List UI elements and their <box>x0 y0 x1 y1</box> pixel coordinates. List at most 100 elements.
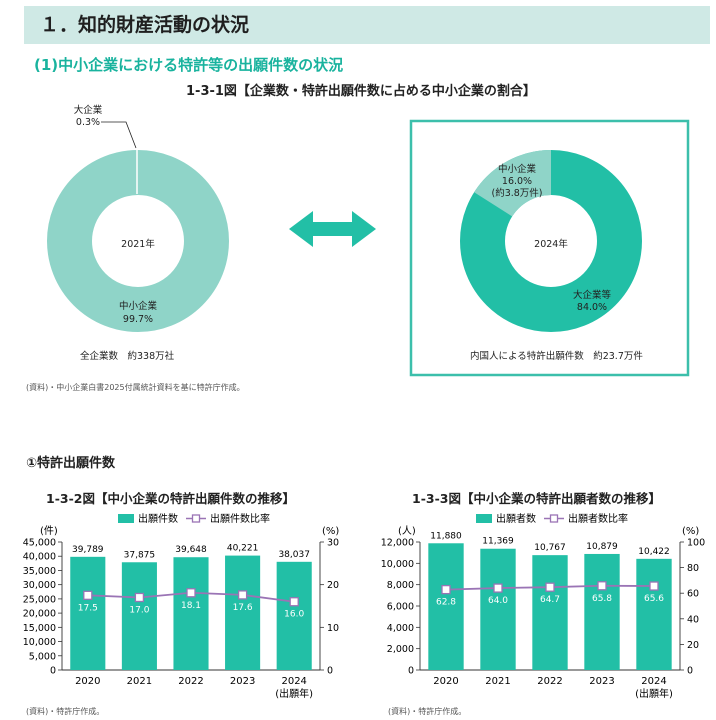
y-left-unit: (人) <box>398 525 416 537</box>
sme-label-2021-text: 中小企業 <box>118 301 157 312</box>
y-right-tick-label: 30 <box>327 538 339 549</box>
bar <box>173 557 209 670</box>
double-arrow-icon <box>289 211 376 247</box>
legend-label-bars: 出願者数 <box>496 512 536 525</box>
chart-patent-applications: 出願件数 出願件数比率 (件) (%) 0 5,000 10,000 15,000 20,000… <box>23 512 340 700</box>
y-left-tick-label: 12,000 <box>381 538 414 549</box>
bar <box>480 548 516 670</box>
x-tick-label: 2022 <box>537 676 562 687</box>
section-title: １．知的財産活動の状況 <box>40 14 250 36</box>
legend-swatch-bars <box>118 514 134 523</box>
sme-pct-2024: 16.0% <box>501 176 533 187</box>
x-tick-label: 2020 <box>75 676 100 687</box>
ratio-value-label: 65.8 <box>592 594 612 604</box>
bar-value-label: 11,369 <box>482 537 514 547</box>
bar <box>584 553 620 670</box>
ratio-marker <box>83 590 93 600</box>
y-left-tick-label: 0 <box>408 666 414 677</box>
x-tick-label: 2022 <box>178 676 203 687</box>
legend: 出願者数 出願者数比率 <box>476 512 628 525</box>
y-right-tick-label: 20 <box>687 640 699 651</box>
bar-value-label: 10,422 <box>638 547 670 557</box>
donut-2021-sme-slice <box>47 150 229 332</box>
sme-label-2021: 中小企業 99.7% <box>108 300 168 326</box>
y-left-tick-label: 40,000 <box>23 552 56 563</box>
y-right-tick-label: 20 <box>327 580 339 591</box>
bar <box>225 555 261 670</box>
sme-label-2024-text: 中小企業 <box>497 164 536 175</box>
donut-2021 <box>47 121 229 332</box>
bar-value-label: 40,221 <box>227 544 259 554</box>
sme-label-2024: 中小企業 16.0% (約3.8万件) <box>482 164 552 200</box>
large-pct: 0.3% <box>75 117 101 128</box>
large-pct-2024: 84.0% <box>576 302 608 313</box>
x-tick-label: 2021 <box>127 676 152 687</box>
bar-value-label: 39,789 <box>72 545 104 555</box>
chart2-title: 1-3-3図【中小企業の特許出願者数の推移】 <box>412 491 661 506</box>
chart2-source: (資料)・特許庁作成。 <box>388 707 467 716</box>
ratio-marker <box>493 583 503 593</box>
x-tick-label: 2021 <box>485 676 510 687</box>
bar-value-label: 37,875 <box>124 550 156 560</box>
bar <box>428 543 464 670</box>
bar <box>276 561 312 670</box>
ratio-value-label: 17.6 <box>233 603 253 613</box>
figure1-right-caption: 内国人による特許出願件数 約23.7万件 <box>470 351 643 362</box>
y-left-tick-label: 10,000 <box>381 559 414 570</box>
ratio-value-label: 64.7 <box>540 595 560 605</box>
y-left-tick-label: 6,000 <box>387 602 414 613</box>
ratio-marker <box>545 582 555 592</box>
sme-count-2024: (約3.8万件) <box>491 188 543 199</box>
bar <box>70 556 106 670</box>
donut-2024 <box>460 150 642 332</box>
legend-marker-line <box>549 514 559 523</box>
x-tick-label: 2024 <box>641 676 666 687</box>
donut-2021-center: 2021年 <box>121 239 155 250</box>
sme-pct-2021: 99.7% <box>122 314 154 325</box>
y-right-tick-label: 0 <box>327 666 333 677</box>
bar <box>121 562 157 670</box>
y-left-tick-label: 5,000 <box>29 651 56 662</box>
y-left-tick-label: 0 <box>50 666 56 677</box>
x-tick-label: 2020 <box>433 676 458 687</box>
y-left-unit: (件) <box>40 525 58 537</box>
legend-label-line: 出願者数比率 <box>568 512 628 525</box>
y-right-tick-label: 60 <box>687 589 699 600</box>
ratio-value-label: 16.0 <box>284 610 304 620</box>
y-left-tick-label: 45,000 <box>23 538 56 549</box>
chart1-title: 1-3-2図【中小企業の特許出願件数の推移】 <box>46 491 295 506</box>
bar <box>532 555 568 670</box>
figure1-left-caption: 全企業数 約338万社 <box>80 351 175 362</box>
y-right-tick-label: 0 <box>687 666 693 677</box>
bar-value-label: 39,648 <box>175 545 207 555</box>
bar-value-label: 10,767 <box>534 543 566 553</box>
ratio-value-label: 18.1 <box>181 601 201 611</box>
figure1-right-frame <box>409 119 690 377</box>
chart-patent-applicants: 出願者数 出願者数比率 (人) (%) 0 2,000 4,000 6,000 8,000 10,… <box>381 512 705 700</box>
legend-swatch-bars <box>476 514 492 523</box>
x-axis-suffix: (出願年) <box>635 687 673 700</box>
y-left-tick-label: 2,000 <box>387 644 414 655</box>
ratio-marker <box>289 597 299 607</box>
y-left-tick-label: 10,000 <box>23 637 56 648</box>
patent-heading: ①特許出願件数 <box>26 456 116 471</box>
large-label-2024-text: 大企業等 <box>572 290 611 301</box>
chart1-source: (資料)・特許庁作成。 <box>26 707 105 716</box>
y-left-tick-label: 15,000 <box>23 623 56 634</box>
figure1-donuts <box>47 119 690 377</box>
ratio-marker <box>441 584 451 595</box>
donut-2024-center: 2024年 <box>534 239 568 250</box>
x-tick-label: 2024 <box>281 676 306 687</box>
section-header-bar <box>24 6 710 44</box>
y-left-tick-label: 35,000 <box>23 566 56 577</box>
donut-2024-sme-slice <box>474 150 553 218</box>
y-right-tick-label: 80 <box>687 563 699 574</box>
ratio-marker <box>649 581 659 591</box>
ratio-marker <box>186 588 196 598</box>
y-left-tick-label: 20,000 <box>23 609 56 620</box>
x-tick-label: 2023 <box>589 676 614 687</box>
y-left-tick-label: 25,000 <box>23 594 56 605</box>
large-label: 大企業 0.3% <box>70 105 106 129</box>
ratio-marker <box>237 590 248 600</box>
large-label-text: 大企業 <box>73 105 103 116</box>
